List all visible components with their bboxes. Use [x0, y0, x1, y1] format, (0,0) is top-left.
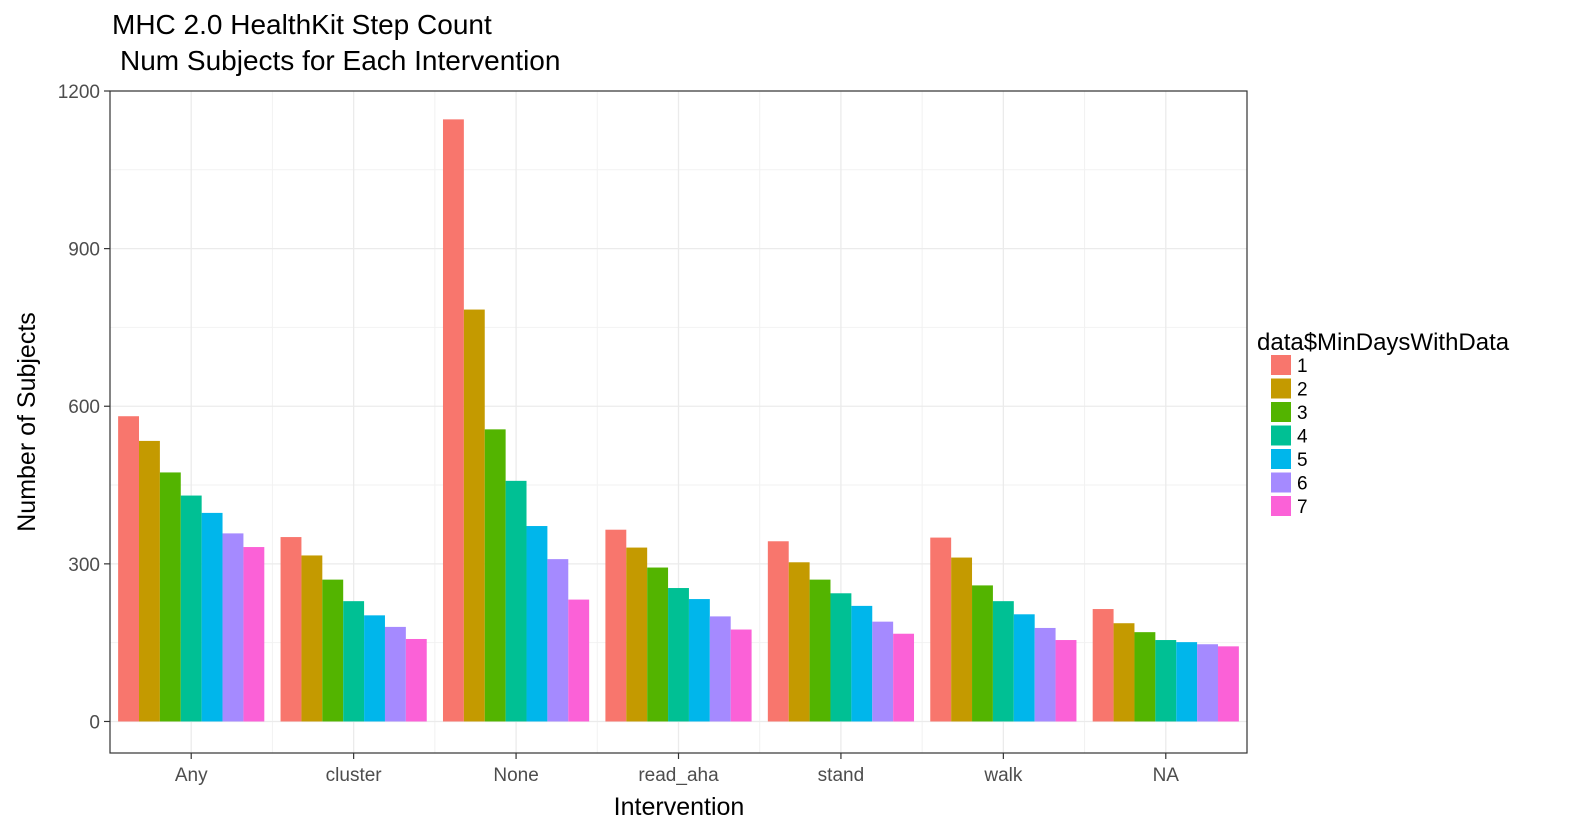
bar-read_aha-series-6 [709, 616, 731, 722]
bar-walk-series-7 [1055, 640, 1077, 722]
legend: data$MinDaysWithData 1 23 45 67 [1257, 329, 1510, 518]
legend-label-2: 2 [1297, 380, 1308, 401]
bar-None-series-6 [547, 559, 569, 722]
bar-stand-series-2 [788, 562, 810, 722]
x-tick-label: walk [983, 765, 1023, 786]
bar-stand-series-4 [830, 593, 852, 722]
legend-label-4: 4 [1297, 427, 1308, 448]
bar-Any-series-3 [159, 472, 181, 722]
bar-NA-series-4 [1155, 640, 1177, 722]
bar-Any-series-4 [180, 495, 202, 722]
bar-walk-series-2 [951, 557, 973, 722]
legend-label-5: 5 [1297, 450, 1308, 471]
bar-cluster-series-5 [364, 615, 385, 722]
legend-key-3 [1271, 402, 1291, 422]
bar-Any-series-2 [139, 440, 160, 722]
legend-label-1: 1 [1297, 356, 1308, 377]
y-axis-label: Number of Subjects [13, 312, 41, 532]
bar-walk-series-1 [930, 537, 952, 722]
bar-stand-series-5 [851, 605, 873, 722]
bar-Any-series-6 [222, 533, 244, 722]
bar-cluster-series-2 [301, 555, 323, 722]
bar-cluster-series-6 [384, 626, 406, 722]
y-tick-label: 900 [68, 240, 100, 261]
bar-NA-series-5 [1176, 642, 1198, 722]
y-tick-label: 300 [68, 555, 100, 576]
x-tick-label: cluster [326, 765, 383, 786]
bar-read_aha-series-5 [688, 599, 710, 722]
y-tick-label: 600 [68, 397, 100, 418]
y-tick-label: 0 [89, 712, 100, 733]
legend-key-1 [1271, 355, 1291, 375]
bar-Any-series-7 [243, 547, 265, 722]
bar-None-series-3 [484, 429, 506, 722]
legend-key-4 [1271, 425, 1291, 446]
bar-None-series-1 [442, 119, 464, 722]
x-tick-label: read_aha [638, 765, 719, 786]
x-axis-label: Intervention [614, 793, 745, 821]
legend-key-7 [1271, 496, 1291, 516]
chart-title: MHC 2.0 HealthKit Step Count [112, 9, 492, 40]
x-tick-label: Any [175, 765, 208, 786]
bar-read_aha-series-3 [647, 567, 669, 722]
bar-NA-series-7 [1217, 646, 1239, 722]
legend-label-6: 6 [1297, 474, 1308, 495]
bar-read_aha-series-1 [605, 529, 627, 722]
bar-NA-series-3 [1134, 632, 1156, 722]
legend-title: data$MinDaysWithData [1257, 329, 1510, 356]
bar-cluster-series-4 [343, 601, 365, 722]
x-tick-label: stand [818, 765, 864, 786]
bar-walk-series-4 [992, 601, 1014, 722]
bar-walk-series-6 [1034, 627, 1056, 722]
bar-NA-series-6 [1197, 644, 1218, 722]
legend-key-5 [1271, 449, 1291, 469]
bar-stand-series-1 [767, 541, 789, 722]
legend-label-7: 7 [1297, 497, 1308, 518]
bar-None-series-7 [568, 599, 590, 722]
bar-NA-series-2 [1113, 623, 1135, 722]
y-axis: 0 300 600 900 1200 [58, 82, 110, 733]
bar-stand-series-7 [893, 633, 915, 722]
bar-read_aha-series-2 [626, 547, 648, 722]
bar-walk-series-5 [1013, 614, 1035, 722]
legend-key-6 [1271, 472, 1291, 493]
bar-read_aha-series-4 [668, 588, 689, 722]
legend-items: 1 23 45 67 [1271, 355, 1308, 518]
bar-None-series-2 [463, 309, 485, 722]
bar-read_aha-series-7 [730, 629, 752, 722]
chart-subtitle: Num Subjects for Each Intervention [120, 45, 560, 76]
x-tick-label: None [493, 765, 538, 786]
bar-None-series-4 [505, 480, 527, 722]
bar-None-series-5 [526, 526, 548, 722]
bar-cluster-series-7 [405, 638, 427, 722]
y-tick-label: 1200 [58, 82, 100, 103]
bar-stand-series-3 [809, 579, 831, 722]
bar-Any-series-1 [118, 416, 140, 722]
legend-label-3: 3 [1297, 403, 1308, 424]
bar-cluster-series-1 [280, 537, 302, 722]
legend-key-2 [1271, 378, 1291, 399]
bar-stand-series-6 [872, 621, 894, 722]
x-tick-label: NA [1153, 765, 1180, 786]
bar-Any-series-5 [201, 512, 223, 722]
bar-cluster-series-3 [322, 579, 344, 722]
bar-NA-series-1 [1092, 609, 1114, 722]
bar-walk-series-3 [972, 585, 993, 722]
x-axis: Any cluster None read_aha stand walk NA [175, 753, 1179, 786]
bar-series [118, 119, 1239, 722]
